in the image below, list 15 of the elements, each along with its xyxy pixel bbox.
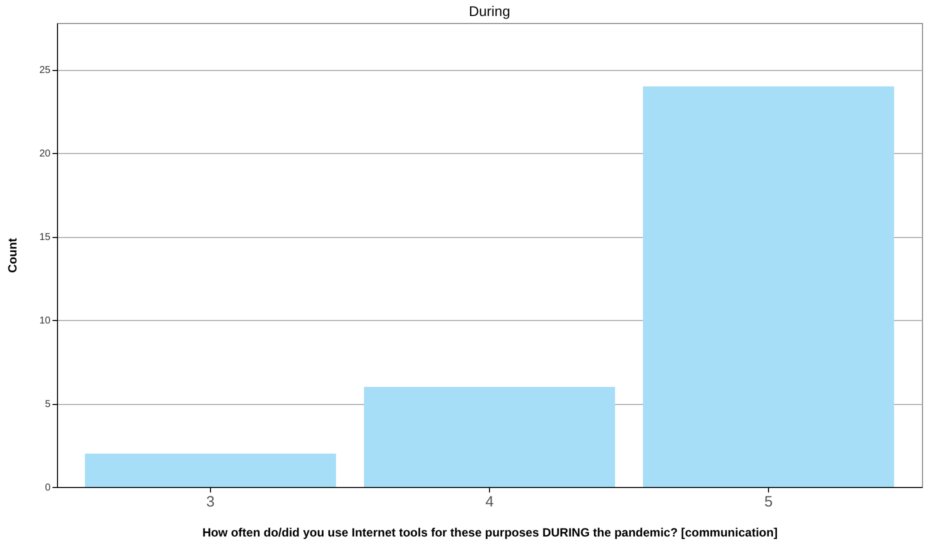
x-tick-label: 4 — [485, 494, 494, 510]
x-tick-label: 5 — [764, 494, 773, 510]
y-tick-label: 15 — [39, 232, 51, 244]
x-tick-label: 3 — [206, 494, 215, 510]
y-tick-label: 25 — [39, 65, 51, 76]
y-axis-title: Count — [5, 238, 20, 273]
bar — [642, 86, 894, 487]
y-tick-label: 0 — [44, 482, 51, 494]
y-tick-label: 20 — [39, 148, 51, 160]
chart-title: During — [468, 3, 510, 19]
bar — [84, 454, 336, 487]
y-tick-label: 5 — [44, 399, 51, 410]
y-tick-label: 10 — [39, 316, 51, 327]
x-axis-title: How often do/did you use Internet tools for these purposes DURING the pandemic? [communication] — [202, 526, 778, 540]
bar — [364, 386, 616, 487]
